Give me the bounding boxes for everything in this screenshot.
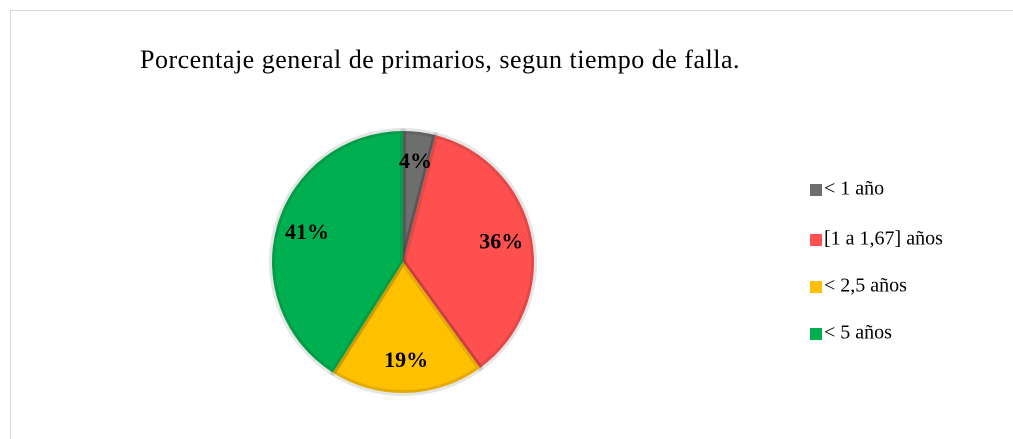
legend-label: < 5 años [824, 322, 892, 344]
pie-slice [272, 131, 403, 373]
pie-slice [403, 135, 534, 368]
legend-swatch [810, 184, 822, 196]
pie-slice [332, 262, 480, 393]
legend-label: < 2,5 años [824, 275, 907, 297]
pie-slice [403, 131, 436, 262]
legend-label: < 1 año [824, 178, 884, 200]
data-label: 36% [479, 228, 523, 253]
data-label: 4% [399, 148, 432, 173]
legend-swatch [810, 234, 822, 246]
legend-swatch [810, 328, 822, 340]
legend-label: [1 a 1,67] años [824, 228, 943, 250]
pie-slice-border [269, 128, 406, 376]
pie-slice-border [400, 128, 439, 265]
data-label: 41% [285, 219, 329, 244]
pie-slice-border [329, 259, 483, 396]
legend-swatch [810, 281, 822, 293]
data-label: 19% [384, 347, 428, 372]
chart-title: Porcentaje general de primarios, segun t… [140, 45, 740, 74]
pie-slice-border [400, 132, 537, 371]
